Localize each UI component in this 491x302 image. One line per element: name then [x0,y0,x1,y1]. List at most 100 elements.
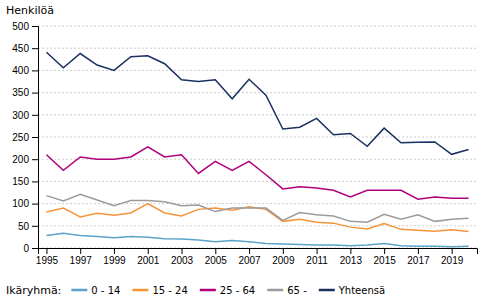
x-tick: 2019 [441,248,464,266]
x-tick-mark [452,248,453,254]
y-tick: 200 [12,154,38,165]
y-tick: 300 [12,110,38,121]
y-tick: 50 [18,221,38,232]
x-tick-mark [418,248,419,254]
y-tick-label: 250 [12,132,29,143]
y-tick: 350 [12,87,38,98]
legend-swatch [319,289,335,292]
chart: 1995 1997 1999 2001 2003 2005 2007 2009 2011 2013… [0,0,491,302]
x-tick: 1995 [36,248,59,266]
grid-line [38,48,477,49]
x-tick-mark [46,248,47,254]
legend-item: 65 - [267,285,307,296]
x-tick: 2009 [272,248,295,266]
x-tick: 2003 [171,248,194,266]
y-tick-mark [32,26,38,27]
x-axis: 1995 1997 1999 2001 2003 2005 2007 2009 2011 2013… [36,248,478,266]
x-tick-mark [384,248,385,254]
y-tick: 100 [12,198,38,209]
series-line [46,194,468,222]
grid-line [38,26,477,27]
y-axis-title: Henkilöä [6,4,54,17]
x-tick-label: 2003 [171,255,194,266]
series-line [46,52,468,154]
y-tick-label: 0 [23,243,29,254]
y-tick-label: 100 [12,198,29,209]
grid-line [38,225,477,226]
y-tick-mark [32,137,38,138]
grid-line [38,114,477,115]
y-tick-label: 50 [18,221,30,232]
y-tick-label: 500 [12,21,29,32]
x-tick: 2013 [340,248,363,266]
x-tick: 2015 [374,248,397,266]
x-tick-mark [317,248,318,254]
y-tick: 0 [23,243,38,254]
legend-swatch [71,289,87,292]
x-tick-mark [80,248,81,254]
y-tick-mark [32,159,38,160]
x-axis-line [39,249,478,255]
x-tick-label: 1997 [70,255,93,266]
x-tick-label: 2007 [238,255,261,266]
legend-label: Yhteensä [338,285,385,296]
y-tick-label: 450 [12,43,29,54]
plot-area [46,52,468,246]
x-tick-label: 2001 [137,255,160,266]
y-tick-mark [32,93,38,94]
grid-line [38,181,477,182]
x-tick-label: 2017 [407,255,430,266]
y-tick-mark [32,248,38,249]
x-tick-label: 2019 [441,255,464,266]
y-tick: 250 [12,132,38,143]
x-tick: 1997 [70,248,93,266]
x-tick: 2011 [306,248,328,266]
y-axis: 0 50 100 150 200 250 300 350 400 450 500 [12,21,38,254]
x-tick-label: 2015 [374,255,397,266]
grid [38,26,477,248]
legend-label: 15 - 24 [152,285,187,296]
grid-line [38,203,477,204]
x-tick-mark [249,248,250,254]
series-line [46,147,468,199]
y-tick-label: 200 [12,154,29,165]
x-tick: 2007 [238,248,261,266]
x-tick-mark [215,248,216,254]
legend-item: 25 - 64 [200,285,255,296]
y-tick-mark [32,181,38,182]
x-tick-mark [114,248,115,254]
x-tick-mark [148,248,149,254]
x-tick: 2017 [407,248,430,266]
x-tick-mark [283,248,284,254]
y-tick-mark [32,48,38,49]
x-tick: 2001 [137,248,160,266]
y-tick-mark [32,115,38,116]
legend-swatch [132,289,148,292]
y-tick-mark [32,226,38,227]
series-line [46,233,468,246]
y-tick-mark [32,70,38,71]
x-tick: 1999 [103,248,126,266]
grid-line [38,92,477,93]
y-tick-label: 300 [12,110,29,121]
y-tick-mark [32,204,38,205]
y-tick: 150 [12,176,38,187]
y-axis-line [32,27,39,249]
legend-label: 25 - 64 [220,285,255,296]
legend-title: Ikäryhmä: [6,284,61,297]
x-tick: 2005 [205,248,228,266]
grid-line [38,70,477,71]
x-tick-label: 2013 [340,255,363,266]
legend: Ikäryhmä: 0 - 14 15 - 24 25 - 64 65 - Yhteens… [6,284,385,297]
x-tick-label: 1999 [103,255,126,266]
y-tick-label: 150 [12,176,29,187]
y-tick-label: 400 [12,65,29,76]
y-tick: 400 [12,65,38,76]
y-tick: 450 [12,43,38,54]
legend-item: 15 - 24 [132,285,187,296]
x-tick-label: 1995 [36,255,59,266]
legend-label: 0 - 14 [91,285,120,296]
legend-swatch [267,289,283,292]
grid-line [38,137,477,138]
y-tick: 500 [12,21,38,32]
